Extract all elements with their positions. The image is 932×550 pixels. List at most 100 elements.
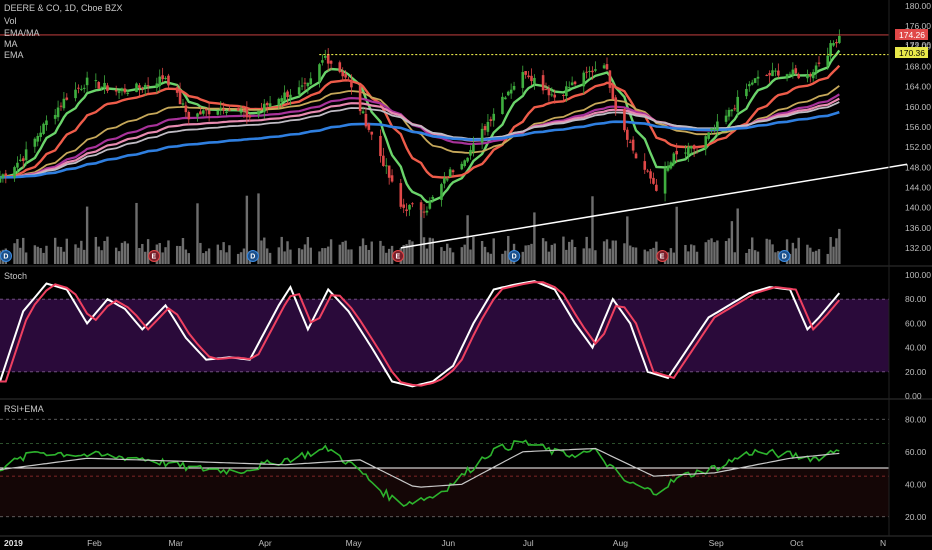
candle-body (19, 159, 22, 161)
volume-bar (451, 252, 455, 264)
candle-body (56, 107, 60, 118)
candle-body (445, 179, 449, 181)
candle-body (347, 80, 350, 82)
volume-bar (541, 238, 545, 264)
svg-text:D: D (512, 254, 517, 261)
volume-bar (283, 251, 286, 264)
x-tick-label: May (346, 538, 363, 548)
volume-bar (187, 253, 190, 264)
earnings-marker[interactable]: E (656, 250, 669, 262)
volume-bar (80, 240, 83, 264)
volume-bar (260, 240, 263, 264)
volume-bar (594, 250, 597, 264)
volume-bar (123, 241, 127, 264)
earnings-marker[interactable]: E (392, 250, 405, 262)
volume-bar (812, 251, 815, 264)
stoch-tick-label: 0.00 (905, 391, 922, 401)
candle-body (405, 209, 408, 212)
volume-bar (39, 248, 42, 264)
volume-bar (65, 238, 68, 264)
candle-body (797, 74, 800, 79)
rsi-lower-band (0, 468, 889, 517)
candle-body (666, 165, 670, 171)
volume-bar (788, 253, 792, 264)
volume-bar (727, 238, 731, 264)
volume-bar (405, 244, 408, 264)
candle-body (838, 35, 841, 43)
candle-body (687, 146, 690, 156)
volume-bar (364, 245, 368, 264)
candle-body (59, 105, 63, 107)
price-tick-label: 168.00 (905, 61, 931, 71)
candle-body (628, 141, 632, 143)
candle-body (120, 89, 124, 92)
candle-body (106, 85, 109, 91)
volume-bar (239, 252, 243, 264)
candle-body (710, 128, 713, 130)
candle-body (501, 96, 504, 114)
candle-body (727, 109, 731, 117)
volume-bar (16, 239, 19, 264)
candle-body (158, 76, 162, 87)
candle-body (384, 165, 388, 167)
volume-bar (338, 244, 342, 264)
rsi-panel[interactable] (0, 418, 889, 518)
candle-body (713, 128, 716, 131)
ma-gold-line (0, 85, 840, 179)
candle-body (402, 204, 405, 208)
dividend-marker[interactable]: D (508, 250, 521, 262)
candle-body (736, 96, 739, 112)
candle-body (21, 158, 25, 162)
volume-bar (588, 248, 591, 264)
ma-blue-line (0, 110, 840, 179)
candle-body (33, 138, 37, 147)
price-tick-label: 164.00 (905, 82, 931, 92)
volume-bar (486, 252, 490, 264)
candle-body (53, 114, 57, 119)
candle-body (219, 108, 223, 110)
candle-body (791, 69, 795, 76)
volume-bar (103, 240, 106, 264)
svg-text:E: E (395, 254, 400, 261)
volume-bar (623, 243, 626, 264)
volume-bar (216, 244, 220, 264)
rsi-tick-label: 20.00 (905, 512, 927, 522)
volume-bar (225, 252, 228, 264)
volume-bar (704, 242, 707, 264)
candle-body (207, 110, 211, 115)
candle-body (143, 84, 147, 88)
volume-bar (425, 248, 429, 264)
x-tick-label: Aug (613, 538, 628, 548)
volume-bar (382, 245, 385, 264)
candle-body (623, 109, 626, 131)
volume-bar (443, 250, 446, 264)
stoch-label: Stoch (4, 271, 27, 281)
volume-bar (219, 250, 222, 264)
dividend-marker[interactable]: D (778, 250, 791, 262)
price-tick-label: 176.00 (905, 21, 931, 31)
dividend-marker[interactable]: D (0, 250, 12, 262)
candle-body (199, 111, 202, 115)
stoch-band (0, 299, 889, 372)
rsi-tick-label: 60.00 (905, 447, 927, 457)
candle-body (707, 132, 710, 139)
candle-body (248, 115, 252, 118)
stochastic-panel[interactable] (0, 280, 889, 388)
volume-bar (181, 238, 185, 264)
candle-body (745, 88, 748, 97)
candle-body (202, 110, 205, 114)
candle-body (338, 62, 342, 73)
candle-body (117, 91, 121, 93)
candle-body (669, 162, 673, 169)
volume-bar (629, 245, 632, 264)
volume-bar (19, 247, 22, 264)
dividend-marker[interactable]: D (246, 250, 259, 262)
volume-bar (483, 246, 487, 264)
trendline (400, 163, 908, 249)
svg-text:D: D (3, 254, 8, 261)
candle-body (399, 183, 403, 207)
volume-bar (53, 237, 57, 264)
earnings-marker[interactable]: E (148, 250, 161, 262)
